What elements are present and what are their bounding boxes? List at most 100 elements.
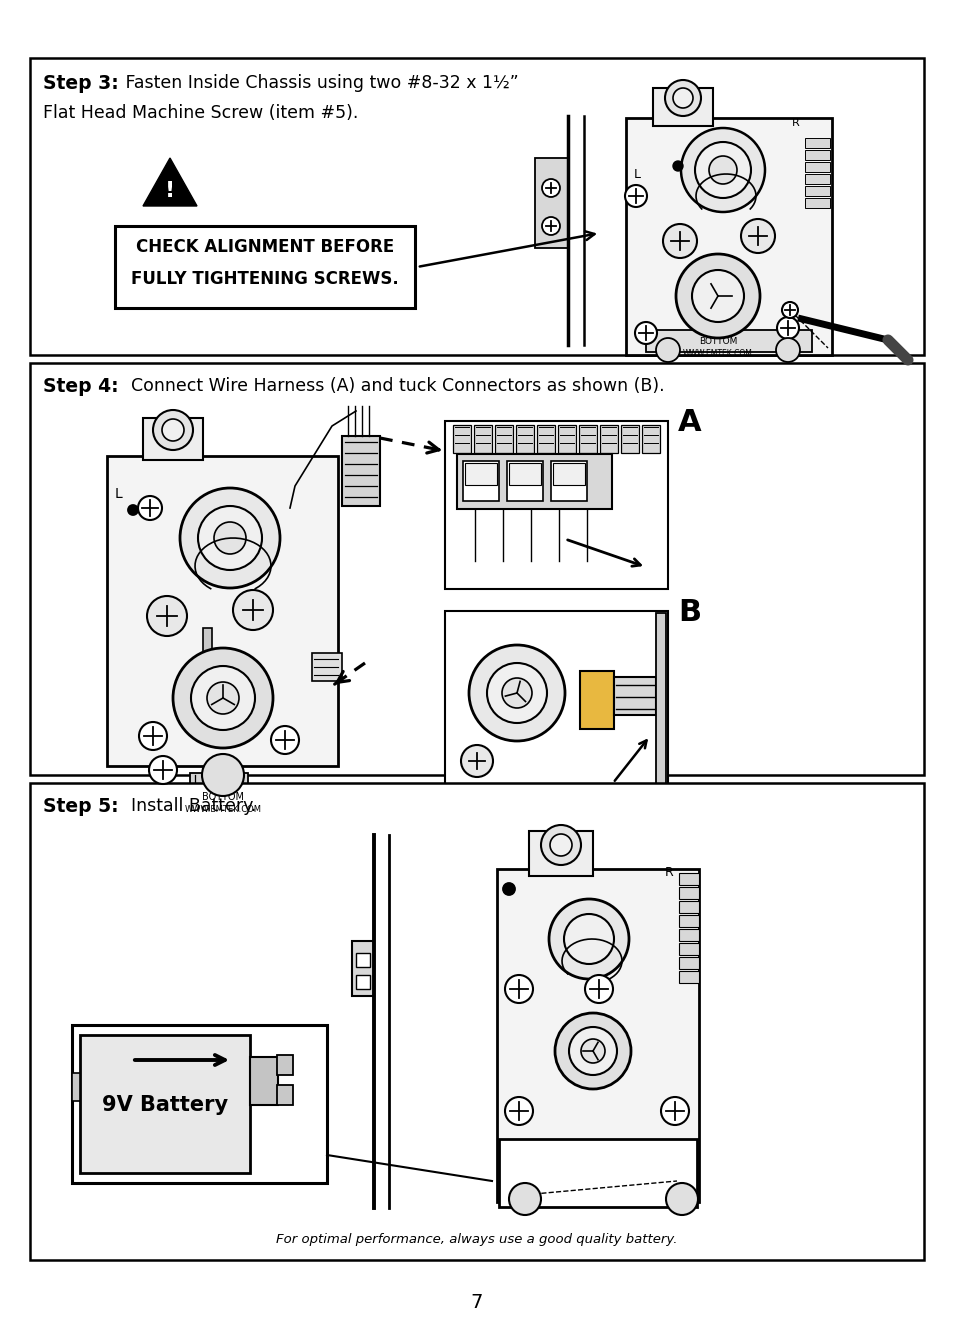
Bar: [645, 330, 811, 351]
Text: FULLY TIGHTENING SCREWS.: FULLY TIGHTENING SCREWS.: [131, 270, 398, 289]
Text: Step 3:: Step 3:: [43, 73, 118, 94]
Circle shape: [469, 645, 564, 741]
Bar: [190, 774, 248, 795]
Circle shape: [271, 725, 298, 754]
Bar: [641, 425, 659, 453]
Circle shape: [672, 88, 692, 108]
Bar: [80, 1035, 250, 1173]
Circle shape: [635, 322, 657, 343]
Bar: [652, 88, 712, 126]
Text: !: !: [165, 180, 175, 200]
Text: WWW.EMTEK.COM: WWW.EMTEK.COM: [184, 806, 261, 814]
Circle shape: [162, 420, 184, 441]
Bar: [203, 628, 212, 667]
Circle shape: [149, 756, 177, 784]
Bar: [355, 953, 370, 967]
Bar: [71, 1073, 80, 1101]
Bar: [614, 677, 656, 715]
Circle shape: [198, 506, 262, 570]
Bar: [679, 887, 699, 899]
Bar: [516, 425, 534, 453]
Text: Step 5:: Step 5:: [43, 798, 118, 816]
Bar: [143, 418, 203, 460]
Circle shape: [775, 338, 800, 362]
Circle shape: [172, 648, 273, 748]
Circle shape: [509, 1182, 540, 1214]
Bar: [804, 198, 829, 208]
Bar: [107, 456, 337, 766]
Circle shape: [555, 1013, 630, 1089]
Bar: [578, 425, 597, 453]
Circle shape: [460, 745, 493, 778]
Bar: [679, 929, 699, 941]
Circle shape: [695, 142, 750, 198]
Bar: [551, 461, 586, 501]
Bar: [620, 425, 639, 453]
Circle shape: [665, 1182, 698, 1214]
Text: R: R: [791, 118, 799, 128]
Circle shape: [147, 596, 187, 636]
Circle shape: [676, 254, 760, 338]
Bar: [804, 150, 829, 160]
Bar: [71, 1025, 327, 1182]
Circle shape: [501, 677, 532, 708]
Text: 7: 7: [471, 1292, 482, 1312]
Circle shape: [233, 591, 273, 631]
Circle shape: [152, 410, 193, 450]
Bar: [474, 425, 492, 453]
Circle shape: [138, 496, 162, 520]
Circle shape: [541, 179, 559, 196]
Circle shape: [213, 522, 246, 554]
Text: For optimal performance, always use a good quality battery.: For optimal performance, always use a go…: [276, 1233, 677, 1246]
Bar: [656, 613, 665, 810]
Bar: [553, 464, 584, 485]
Circle shape: [662, 224, 697, 258]
Bar: [444, 421, 667, 589]
Bar: [250, 1057, 277, 1105]
Text: WWW.EMTEK.COM: WWW.EMTEK.COM: [682, 349, 752, 358]
Circle shape: [680, 128, 764, 212]
Bar: [276, 1055, 293, 1075]
Circle shape: [781, 302, 797, 318]
Bar: [804, 174, 829, 184]
Bar: [453, 425, 471, 453]
Bar: [464, 464, 497, 485]
Bar: [355, 975, 370, 989]
Bar: [679, 915, 699, 927]
Text: Flat Head Machine Screw (item #5).: Flat Head Machine Screw (item #5).: [43, 104, 358, 122]
Circle shape: [180, 488, 280, 588]
Bar: [579, 671, 614, 729]
Circle shape: [708, 156, 737, 184]
Bar: [529, 831, 593, 876]
Text: L: L: [115, 488, 123, 501]
Circle shape: [502, 883, 515, 895]
Bar: [625, 118, 831, 355]
Bar: [276, 1085, 293, 1105]
Circle shape: [624, 184, 646, 207]
Circle shape: [504, 975, 533, 1003]
Bar: [679, 943, 699, 955]
Bar: [679, 957, 699, 969]
Text: BOTTOM: BOTTOM: [202, 792, 244, 802]
Text: 9V Battery: 9V Battery: [102, 1096, 228, 1116]
Bar: [804, 186, 829, 196]
Text: B: B: [678, 599, 700, 627]
Bar: [804, 138, 829, 148]
Circle shape: [191, 667, 254, 729]
Circle shape: [207, 681, 239, 713]
Circle shape: [504, 1097, 533, 1125]
Circle shape: [568, 1027, 617, 1075]
Circle shape: [541, 216, 559, 235]
Circle shape: [584, 975, 613, 1003]
Text: CHECK ALIGNMENT BEFORE: CHECK ALIGNMENT BEFORE: [135, 238, 394, 257]
Bar: [115, 226, 415, 309]
Text: Connect Wire Harness (A) and tuck Connectors as shown (B).: Connect Wire Harness (A) and tuck Connec…: [120, 377, 664, 395]
Bar: [537, 425, 555, 453]
Text: BOTTOM: BOTTOM: [699, 337, 737, 346]
Bar: [558, 425, 576, 453]
Text: R: R: [664, 866, 673, 879]
Polygon shape: [143, 158, 196, 206]
Bar: [341, 436, 379, 506]
Circle shape: [672, 162, 682, 171]
Circle shape: [691, 270, 743, 322]
